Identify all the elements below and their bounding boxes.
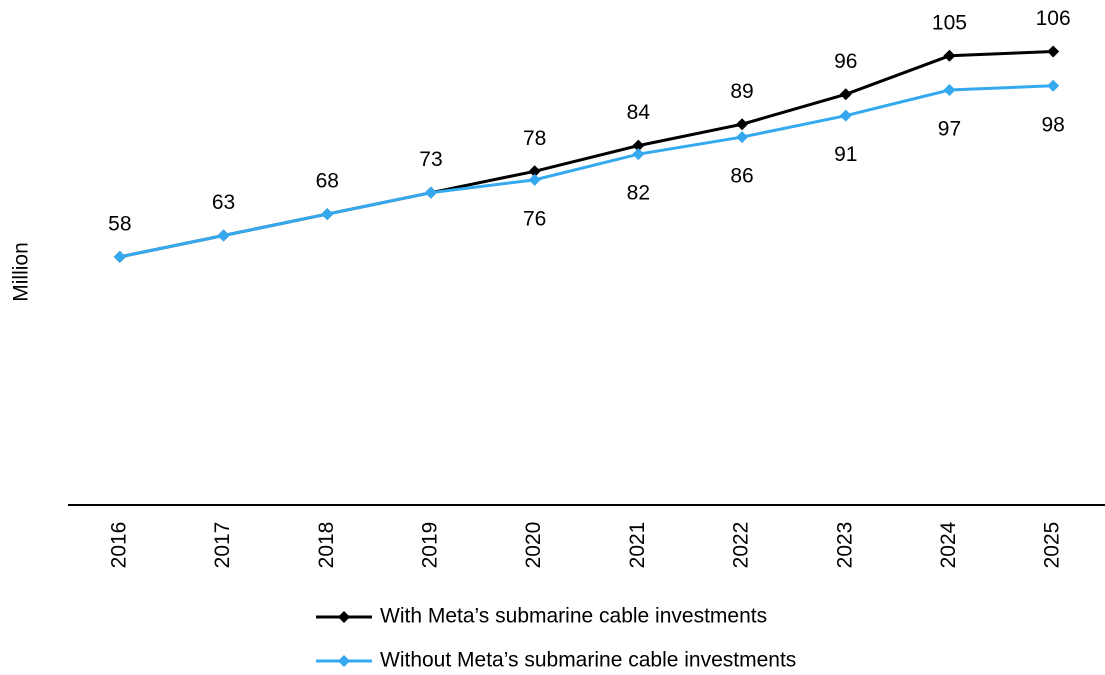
- data-point: [528, 173, 541, 186]
- data-point: [1047, 45, 1060, 58]
- data-point: [943, 49, 956, 62]
- legend-label: With Meta’s submarine cable investments: [380, 605, 767, 628]
- data-label: 97: [938, 118, 961, 141]
- x-tick-label: 2025: [1041, 522, 1064, 569]
- data-point: [736, 131, 749, 144]
- data-label: 86: [730, 165, 753, 188]
- x-tick-label: 2023: [833, 522, 856, 569]
- x-tick-label: 2024: [937, 521, 960, 568]
- data-point: [839, 88, 852, 101]
- series-line: [119, 50, 1054, 259]
- data-label: 98: [1041, 113, 1064, 136]
- data-label: 82: [627, 182, 650, 205]
- data-label: 91: [834, 143, 857, 166]
- data-label: 73: [419, 148, 442, 171]
- x-tick-label: 2018: [315, 522, 338, 569]
- data-point: [632, 148, 645, 161]
- legend-marker: [338, 611, 350, 623]
- data-point: [321, 208, 334, 221]
- data-point: [528, 165, 541, 178]
- y-axis-label: Million: [10, 242, 33, 302]
- data-label: 84: [627, 101, 651, 124]
- data-label: 106: [1036, 7, 1071, 30]
- legend-marker: [338, 655, 350, 667]
- data-point: [113, 250, 126, 263]
- data-point: [1047, 79, 1060, 92]
- x-tick-label: 2017: [211, 522, 234, 569]
- data-point: [424, 186, 437, 199]
- data-label: 68: [316, 170, 339, 193]
- x-tick-label: 2022: [730, 522, 753, 569]
- data-label: 76: [523, 207, 546, 230]
- data-point: [943, 84, 956, 97]
- data-point: [839, 109, 852, 122]
- x-tick-label: 2021: [626, 522, 649, 569]
- data-point: [632, 139, 645, 152]
- data-label: 105: [932, 11, 967, 34]
- legend-label: Without Meta’s submarine cable investmen…: [380, 649, 796, 672]
- data-label: 89: [730, 80, 753, 103]
- x-tick-label: 2020: [522, 522, 545, 569]
- data-label: 63: [212, 191, 235, 214]
- data-label: 96: [834, 50, 857, 73]
- data-label: 78: [523, 127, 546, 150]
- series-line: [119, 84, 1054, 259]
- data-label: 58: [108, 212, 131, 235]
- data-point: [736, 118, 749, 131]
- x-tick-label: 2019: [418, 522, 441, 569]
- data-point: [217, 229, 230, 242]
- x-tick-label: 2016: [107, 522, 130, 569]
